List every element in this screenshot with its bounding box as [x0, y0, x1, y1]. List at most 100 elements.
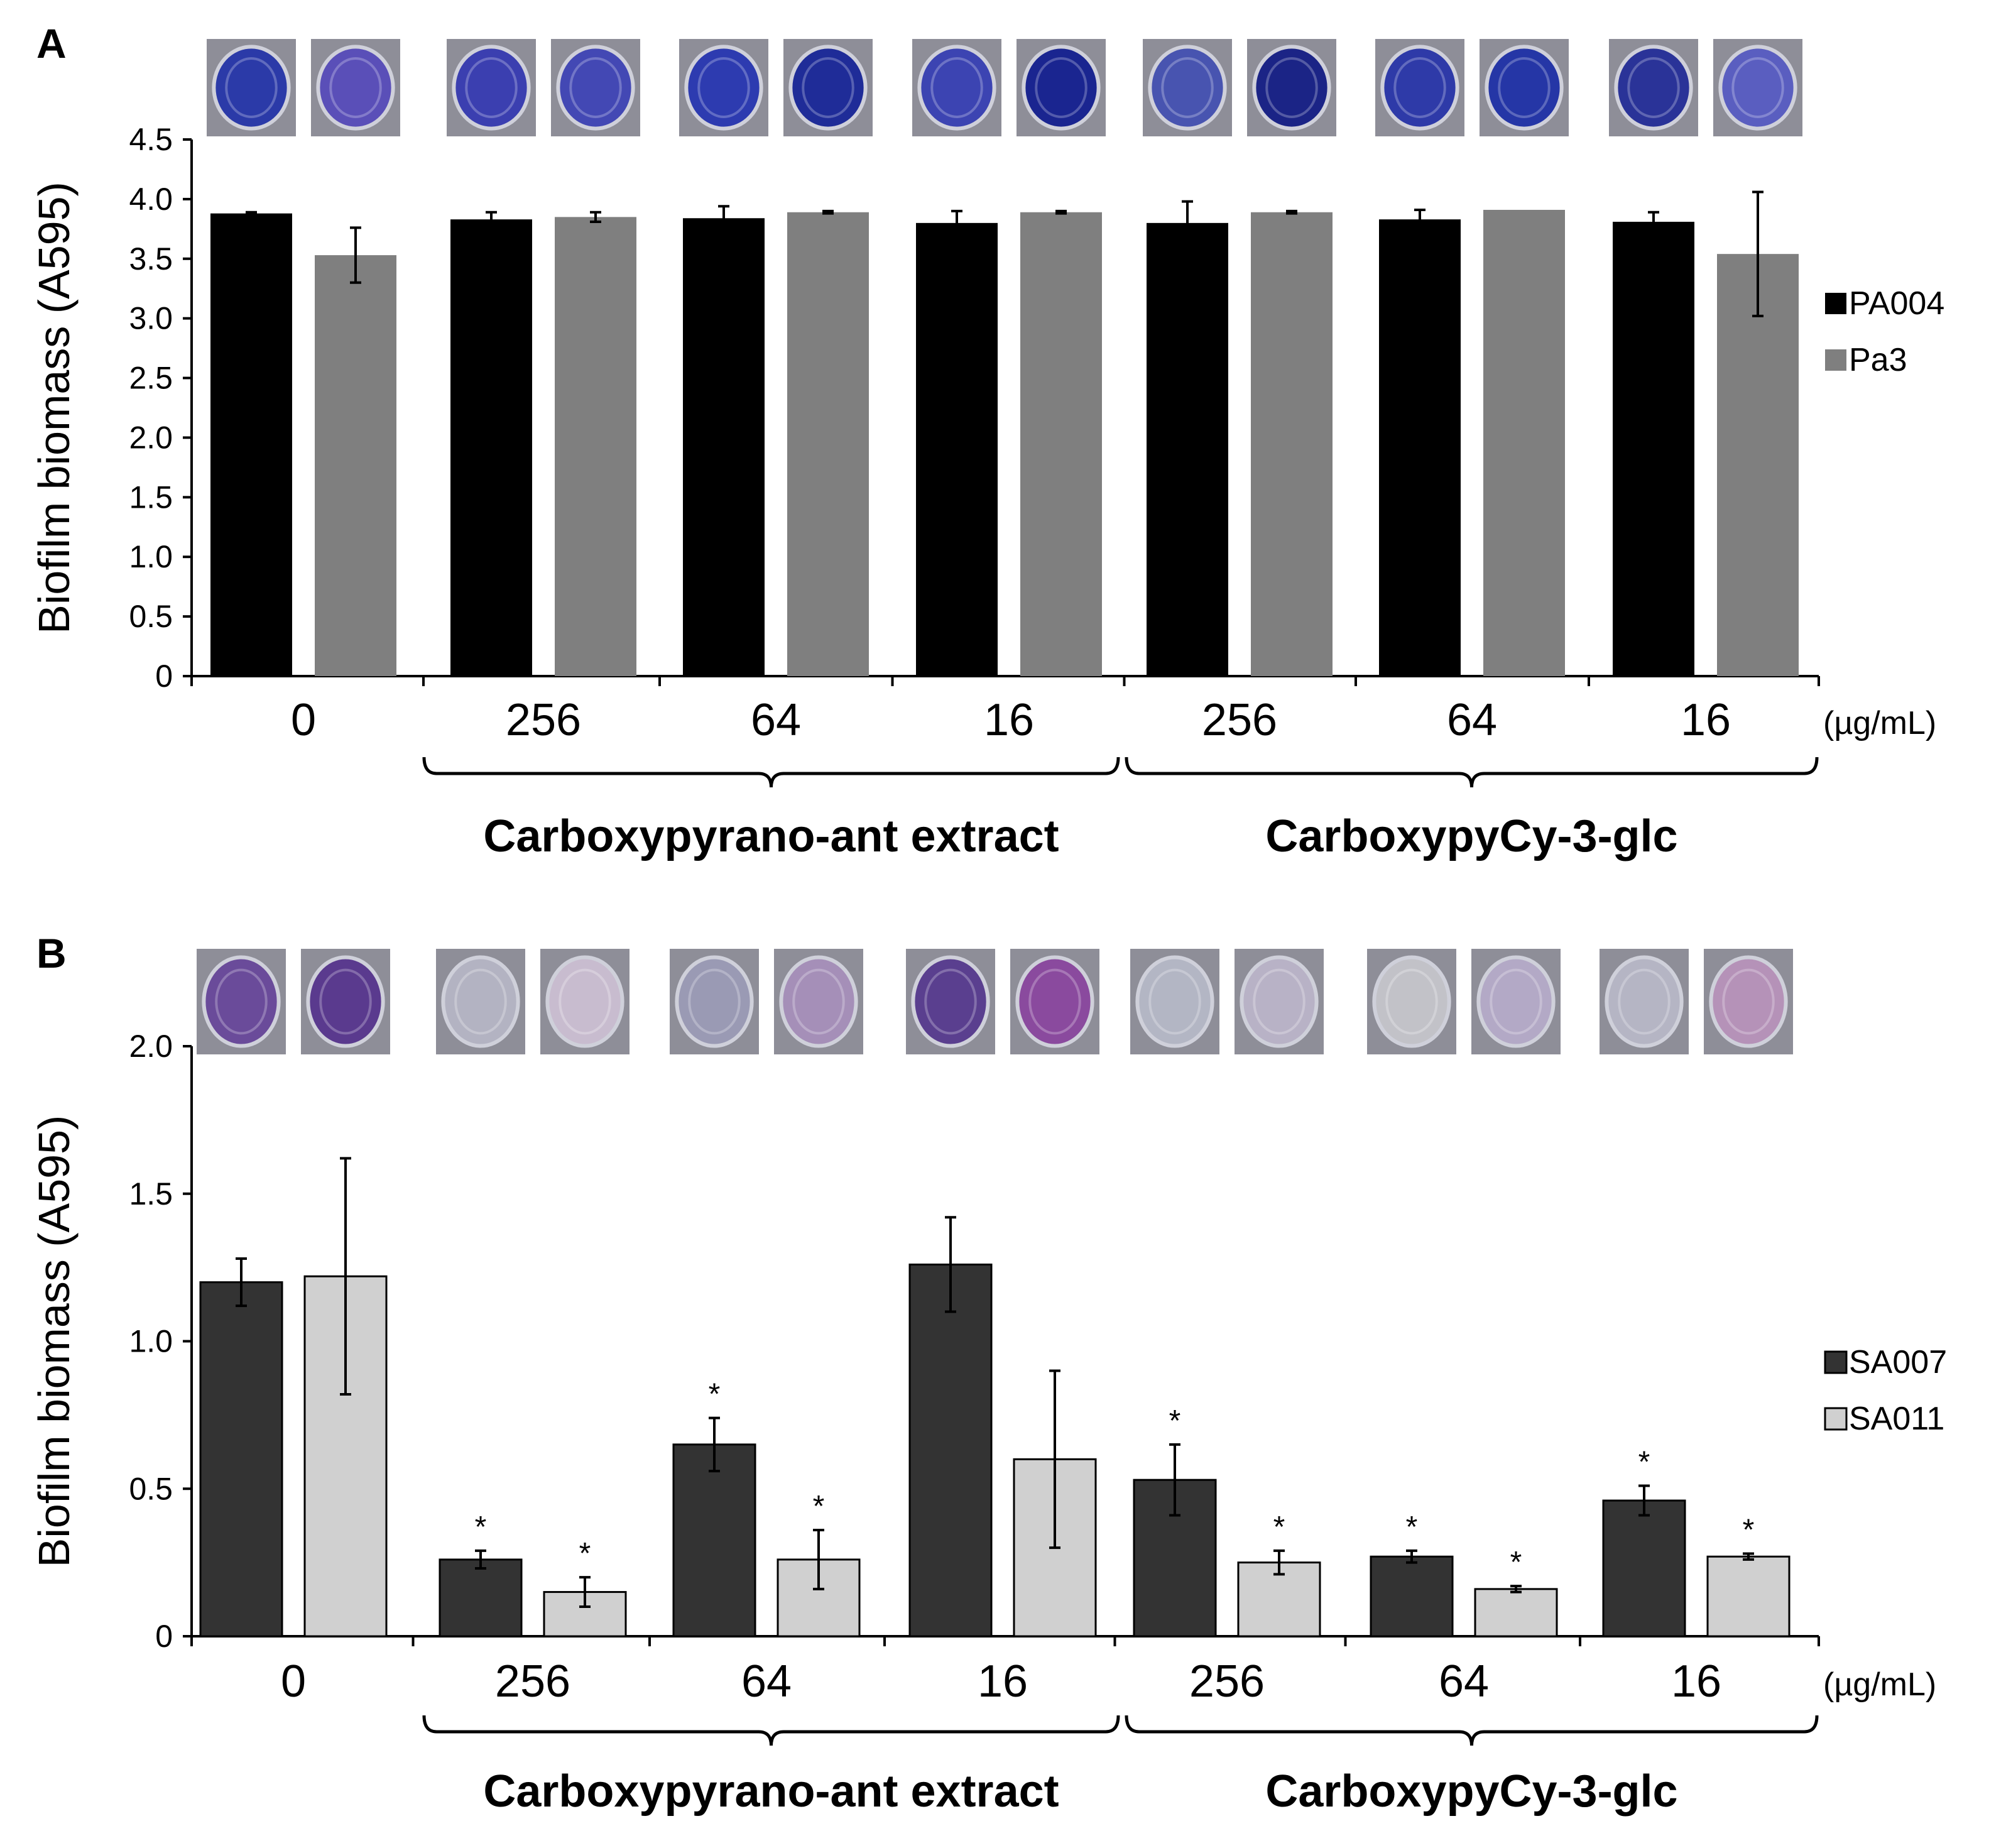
panel-label-b: B	[36, 930, 67, 976]
bar-pa3-256	[555, 217, 636, 676]
well-stain	[1022, 45, 1101, 131]
panel-label-a: A	[36, 20, 67, 67]
group-brace	[1125, 757, 1819, 788]
well-stain	[1485, 45, 1564, 131]
well-inner-ring	[1028, 968, 1081, 1035]
well-thumbnail	[1713, 39, 1802, 136]
bar-pa3-0	[315, 255, 396, 676]
group-label: CarboxypyCy-3-glc	[1265, 811, 1677, 861]
well-stain	[316, 45, 395, 131]
well-inner-ring	[697, 57, 750, 118]
well-stain	[1476, 955, 1556, 1048]
well-stain	[788, 45, 868, 131]
x-category-label: 64	[751, 695, 801, 745]
y-tick-label: 1.0	[129, 539, 173, 574]
well-stain	[1135, 955, 1214, 1048]
well-thumbnail	[1375, 39, 1464, 136]
well-thumbnail	[207, 39, 296, 136]
chart-b: 0 0.5 1.0 1.5 2.0 Biofilm biomass (A595) * * * * *…	[30, 949, 1947, 1817]
bar-sa007-64	[672, 1443, 756, 1638]
well-inner-ring	[1393, 57, 1446, 118]
well-inner-ring	[215, 968, 268, 1035]
well-stain	[545, 955, 624, 1048]
y-tick-label: 0	[155, 659, 173, 694]
well-thumbnail	[197, 949, 286, 1054]
x-category-label: 64	[1447, 695, 1497, 745]
bar-sa011-16	[1706, 1555, 1791, 1638]
bar-pa004-256	[1147, 222, 1228, 676]
group-label: Carboxypyrano-ant extract	[483, 811, 1059, 861]
well-inner-ring	[924, 968, 977, 1035]
well-inner-ring	[225, 57, 278, 118]
well-stain	[1015, 955, 1094, 1048]
x-category-label: 256	[506, 695, 581, 745]
y-tick-label: 3.5	[129, 241, 173, 276]
well-inner-ring	[1490, 968, 1542, 1035]
significance-star: *	[1743, 1514, 1755, 1547]
bar-pa004-0	[210, 213, 292, 676]
legend-swatch	[1825, 349, 1846, 371]
well-inner-ring	[688, 968, 741, 1035]
well-inner-ring	[1498, 57, 1551, 118]
well-thumbnail	[1367, 949, 1456, 1054]
y-axis-title: Biofilm biomass (A595)	[30, 1115, 79, 1568]
bar-pa004-16	[1613, 221, 1694, 676]
significance-star: *	[1169, 1404, 1181, 1438]
y-tick-label: 0	[155, 1619, 173, 1654]
well-stain	[779, 955, 858, 1048]
well-inner-ring	[1618, 968, 1671, 1035]
well-thumbnail	[1247, 39, 1336, 136]
x-category-label: 64	[741, 1656, 792, 1707]
chart-a: 0 0.5 1.0 1.5 2.0 2.5 3.0 3.5 4.0 4.5 Biofilm biom…	[30, 39, 1944, 861]
bar-pa3-64	[787, 212, 869, 677]
well-inner-ring	[802, 57, 854, 118]
well-stain	[684, 45, 763, 131]
bar-pa3-16	[1717, 254, 1799, 677]
well-thumbnail	[1235, 949, 1324, 1054]
well-thumbnail	[1010, 949, 1099, 1054]
bar-sa007-64	[1370, 1555, 1454, 1638]
group-label: Carboxypyrano-ant extract	[483, 1766, 1059, 1817]
well-thumbnail	[1471, 949, 1561, 1054]
well-thumbnail	[1130, 949, 1219, 1054]
y-tick-label: 1.5	[129, 1176, 173, 1211]
well-thumbnail	[1704, 949, 1793, 1054]
well-thumbnail	[1609, 39, 1698, 136]
bar-sa007-16	[908, 1263, 993, 1638]
y-tick-label: 2.0	[129, 1029, 173, 1064]
legend-label: SA007	[1849, 1344, 1947, 1381]
well-thumbnail	[436, 949, 525, 1054]
significance-star: *	[579, 1537, 591, 1570]
well-thumbnail	[906, 949, 995, 1054]
well-inner-ring	[1731, 57, 1784, 118]
well-thumbnail	[679, 39, 768, 136]
well-thumbnail	[1017, 39, 1106, 136]
bar-pa3-16	[1020, 212, 1102, 677]
y-tick-label: 2.0	[129, 420, 173, 455]
x-category-label: 16	[1681, 695, 1731, 745]
y-tick-label: 0.5	[129, 1471, 173, 1506]
x-category-label: 256	[495, 1656, 570, 1707]
x-category-label: 0	[291, 695, 316, 745]
x-unit-label: (µg/mL)	[1823, 705, 1936, 741]
legend-swatch	[1824, 1350, 1848, 1374]
x-category-label: 0	[281, 1656, 306, 1707]
legend-label: Pa3	[1849, 342, 1907, 378]
well-inner-ring	[1627, 57, 1680, 118]
well-thumbnail	[774, 949, 863, 1054]
well-stain	[306, 955, 385, 1048]
y-axis-title: Biofilm biomass (A595)	[30, 182, 79, 634]
well-thumbnail	[540, 949, 630, 1054]
well-inner-ring	[1253, 968, 1306, 1035]
well-thumbnail	[670, 949, 759, 1054]
well-stain	[1709, 955, 1788, 1048]
x-category-label: 256	[1189, 1656, 1265, 1707]
well-stain	[556, 45, 635, 131]
group-brace	[422, 757, 1120, 788]
bar-sa011-0	[303, 1275, 388, 1638]
well-stain	[1718, 45, 1797, 131]
bar-sa007-0	[199, 1281, 283, 1638]
well-thumbnail	[551, 39, 640, 136]
well-stain	[1614, 45, 1693, 131]
